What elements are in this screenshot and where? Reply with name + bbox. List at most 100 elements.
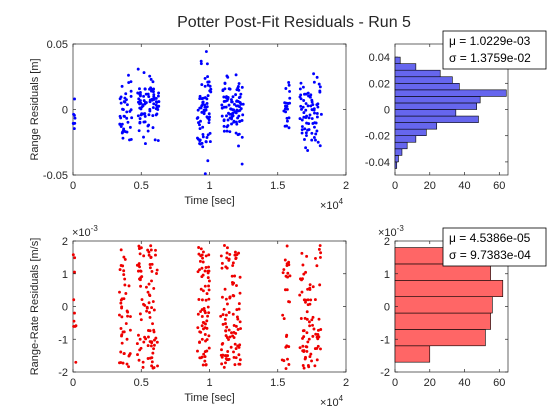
range_histogram-y-tick-label: -0.04 — [365, 157, 390, 169]
range_scatter-point — [240, 162, 244, 166]
range_rate_scatter-point — [137, 262, 141, 266]
range_rate_scatter-point — [239, 327, 243, 330]
range_scatter-point — [306, 104, 310, 108]
range_rate_scatter-point — [155, 272, 158, 275]
range_rate_scatter-point — [123, 277, 127, 281]
range_rate_scatter-point — [123, 257, 127, 261]
range_scatter-point — [127, 73, 130, 77]
range_histogram-y-tick-label: 0.04 — [369, 52, 390, 64]
range_rate_scatter-point — [219, 353, 223, 357]
range_rate_scatter-x-label: Time [sec] — [184, 392, 234, 404]
range_scatter-point — [236, 133, 240, 137]
range_scatter-point — [150, 87, 154, 91]
range_rate_histogram-x-tick-label: 0 — [392, 377, 398, 389]
range_rate_scatter-point — [199, 247, 203, 251]
range_rate_scatter-point — [225, 325, 229, 329]
range_rate_scatter-point — [287, 363, 291, 366]
range_histogram-stats-box — [442, 30, 547, 70]
range_rate_scatter-point — [126, 310, 130, 314]
range_rate_scatter-point — [319, 328, 323, 331]
range_rate_scatter-point — [151, 300, 155, 303]
range_rate_scatter-point — [222, 307, 226, 311]
range_rate_scatter-point — [198, 340, 201, 344]
range_scatter-point — [126, 120, 130, 124]
range_rate_scatter-point — [231, 312, 235, 316]
range_rate_scatter-point — [318, 255, 322, 259]
range_rate_scatter-y-label: Range-Rate Residuals [m/s] — [29, 238, 41, 376]
range_scatter-point — [204, 140, 208, 144]
range_rate_scatter-point — [200, 253, 204, 257]
range_rate_scatter-point — [146, 335, 150, 339]
range_scatter-point — [237, 105, 241, 109]
range_scatter-point — [236, 100, 240, 103]
range_scatter-point — [73, 97, 76, 101]
range_rate_scatter-point — [234, 324, 238, 328]
range_scatter-point — [300, 128, 304, 132]
range_scatter-point — [142, 94, 146, 98]
range_rate_scatter-point — [119, 301, 123, 305]
range_rate_histogram-y-tick-label: -2 — [380, 367, 390, 379]
range_rate_histogram-y-tick-label: -1 — [380, 334, 390, 346]
range_scatter-point — [204, 50, 208, 53]
range_scatter-point — [229, 107, 233, 111]
range_scatter-point — [223, 87, 227, 91]
range_scatter-point — [311, 121, 315, 125]
range_scatter-point — [154, 113, 158, 117]
range_rate_scatter-point — [119, 361, 123, 364]
range_scatter-point — [302, 111, 306, 115]
range_scatter-point — [197, 121, 200, 125]
figure-title: Potter Post-Fit Residuals - Run 5 — [177, 14, 411, 31]
range_scatter-point — [314, 121, 318, 125]
range_rate_scatter-point — [235, 315, 239, 319]
range_scatter-point — [241, 102, 245, 106]
range_histogram-bar — [394, 63, 417, 71]
range_rate_scatter-point — [227, 328, 231, 332]
range_scatter-point — [120, 84, 124, 88]
range_scatter-point — [237, 114, 241, 118]
range_scatter-point — [308, 95, 312, 99]
range_scatter-x-label: Time [sec] — [184, 195, 234, 207]
range_rate_scatter-point — [283, 258, 287, 262]
range_rate_scatter-x-tick-label: 0 — [70, 377, 76, 389]
range_rate_scatter-point — [311, 285, 315, 289]
range_scatter-point — [283, 104, 287, 108]
range_rate_scatter-point — [204, 266, 208, 269]
range_scatter-point — [119, 116, 123, 120]
range_rate_scatter-point — [236, 327, 240, 331]
range_scatter-point — [240, 119, 244, 122]
range_rate_scatter-point — [207, 269, 211, 273]
range_scatter-point — [144, 101, 148, 105]
range_scatter-point — [118, 122, 122, 126]
range_scatter-point — [318, 89, 322, 93]
range_rate_scatter-point — [203, 355, 207, 359]
range_rate_scatter-point — [283, 288, 287, 292]
range_scatter-point — [119, 95, 123, 99]
range_scatter-point — [298, 87, 302, 91]
range_rate_scatter-point — [231, 334, 235, 338]
range_rate_scatter-point — [202, 327, 205, 331]
range_scatter-point — [230, 98, 233, 102]
range_scatter-point — [72, 127, 76, 131]
range_rate_scatter-point — [204, 298, 208, 302]
range_rate_scatter-point — [286, 275, 289, 279]
range_scatter-point — [201, 96, 205, 100]
range_rate_scatter-point — [120, 341, 124, 345]
range_scatter-point — [120, 122, 124, 126]
range_scatter-point — [287, 81, 291, 84]
range_histogram-bar — [394, 141, 408, 150]
range_scatter-point — [138, 117, 142, 121]
range_rate_scatter-point — [128, 352, 132, 356]
range_rate_scatter-point — [137, 333, 140, 337]
range_scatter-x-tick-label: 0.5 — [134, 180, 149, 192]
range_rate_scatter-point — [152, 343, 156, 347]
range_rate_scatter-point — [230, 274, 234, 278]
range_rate_scatter-point — [149, 256, 153, 259]
range_histogram-bar — [394, 89, 507, 97]
range_scatter-point — [236, 86, 240, 90]
range_rate_scatter-point — [206, 276, 210, 280]
range_rate_scatter-point — [142, 254, 146, 258]
range_histogram-bar — [394, 155, 399, 163]
range_rate_scatter-point — [122, 255, 126, 259]
range_scatter-x-tick-label: 1.5 — [270, 180, 285, 192]
range_scatter-point — [299, 97, 303, 101]
